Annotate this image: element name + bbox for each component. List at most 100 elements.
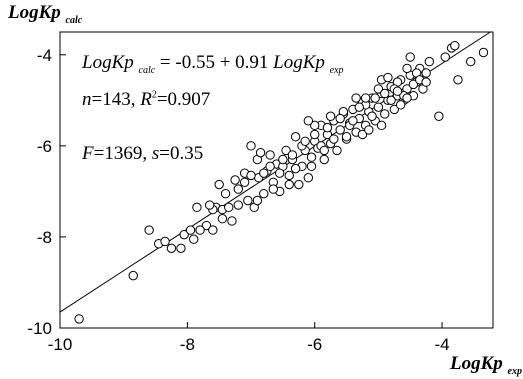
x-tick-label: -6 (307, 335, 322, 354)
x-tick-label: -10 (48, 335, 73, 354)
data-point (351, 93, 361, 103)
data-point (325, 111, 336, 121)
data-point (348, 116, 358, 126)
data-point (189, 234, 199, 244)
data-point (265, 161, 275, 172)
data-point (176, 243, 186, 254)
data-point (319, 154, 329, 165)
data-point (217, 214, 228, 224)
data-point (268, 184, 279, 194)
y-tick-label: -6 (37, 137, 52, 156)
y-tick-label: -10 (27, 319, 52, 338)
data-point (335, 113, 345, 124)
data-point (160, 236, 170, 247)
data-point (224, 202, 234, 213)
data-point (179, 229, 189, 240)
data-point (214, 179, 224, 190)
regression-equation: LogKp calc = -0.55 + 0.91 LogKp exp (82, 52, 344, 76)
data-point (319, 145, 329, 156)
data-point (290, 132, 301, 142)
x-axis-label: LogKp exp (450, 353, 522, 377)
x-tick-label: -4 (434, 335, 449, 354)
data-point (195, 225, 205, 235)
data-point (392, 86, 403, 96)
data-point (383, 72, 393, 83)
data-point (367, 111, 377, 121)
data-point (220, 188, 231, 199)
data-point (201, 220, 212, 231)
data-point (322, 122, 333, 133)
data-point (376, 120, 387, 131)
data-point (281, 145, 291, 156)
data-point (306, 152, 317, 162)
data-point (274, 168, 285, 178)
data-point (144, 225, 154, 235)
data-point (233, 184, 243, 194)
data-point (287, 150, 298, 160)
data-point (300, 136, 310, 146)
data-point (166, 243, 177, 254)
data-point (405, 52, 415, 62)
data-point (402, 63, 412, 74)
y-axis-label: LogKp calc (8, 2, 83, 26)
data-point (243, 195, 253, 206)
sample-stats: n=143, R2=0.907 (82, 89, 211, 110)
data-point (233, 200, 243, 210)
data-point (466, 56, 476, 67)
data-point (357, 129, 368, 140)
data-point (303, 173, 314, 183)
data-point (354, 102, 364, 112)
data-point (265, 150, 275, 160)
data-point (332, 145, 342, 156)
data-point (255, 147, 266, 158)
data-point (284, 170, 294, 181)
data-point (252, 195, 263, 206)
data-point (478, 47, 489, 58)
data-point (246, 170, 256, 181)
data-point (373, 84, 384, 94)
x-tick-label: -8 (180, 335, 195, 354)
data-point (335, 125, 345, 135)
data-point (208, 225, 218, 235)
data-point (402, 93, 412, 103)
data-point (424, 56, 435, 67)
data-point (290, 163, 301, 174)
data-point (192, 202, 202, 213)
data-point (259, 168, 269, 178)
data-point (310, 120, 320, 131)
data-point (128, 270, 138, 281)
data-point (239, 177, 250, 187)
y-tick-label: -4 (37, 46, 52, 65)
data-point (284, 179, 294, 190)
data-point (373, 102, 384, 112)
data-point (395, 100, 406, 110)
data-point (227, 216, 237, 226)
data-point (185, 225, 196, 235)
data-point (421, 68, 431, 78)
data-point (389, 104, 400, 115)
data-point (329, 134, 339, 144)
data-point (364, 125, 374, 135)
data-point (380, 109, 390, 119)
data-point (360, 93, 371, 103)
data-point (434, 111, 444, 121)
data-point (303, 116, 314, 126)
data-point (294, 179, 304, 190)
fit-stats: F=1369, s=0.35 (82, 143, 204, 164)
y-tick-label: -8 (37, 228, 52, 247)
data-point (440, 52, 450, 62)
data-point (74, 314, 84, 324)
data-point (408, 79, 419, 90)
data-point (246, 141, 256, 151)
data-point (386, 95, 396, 106)
data-point (204, 200, 215, 210)
data-point (421, 77, 431, 87)
data-point (380, 88, 390, 99)
data-point (341, 132, 352, 142)
data-point (310, 129, 320, 140)
data-point (370, 93, 380, 103)
data-point (230, 175, 240, 185)
data-point (306, 161, 317, 172)
data-point (259, 188, 269, 199)
